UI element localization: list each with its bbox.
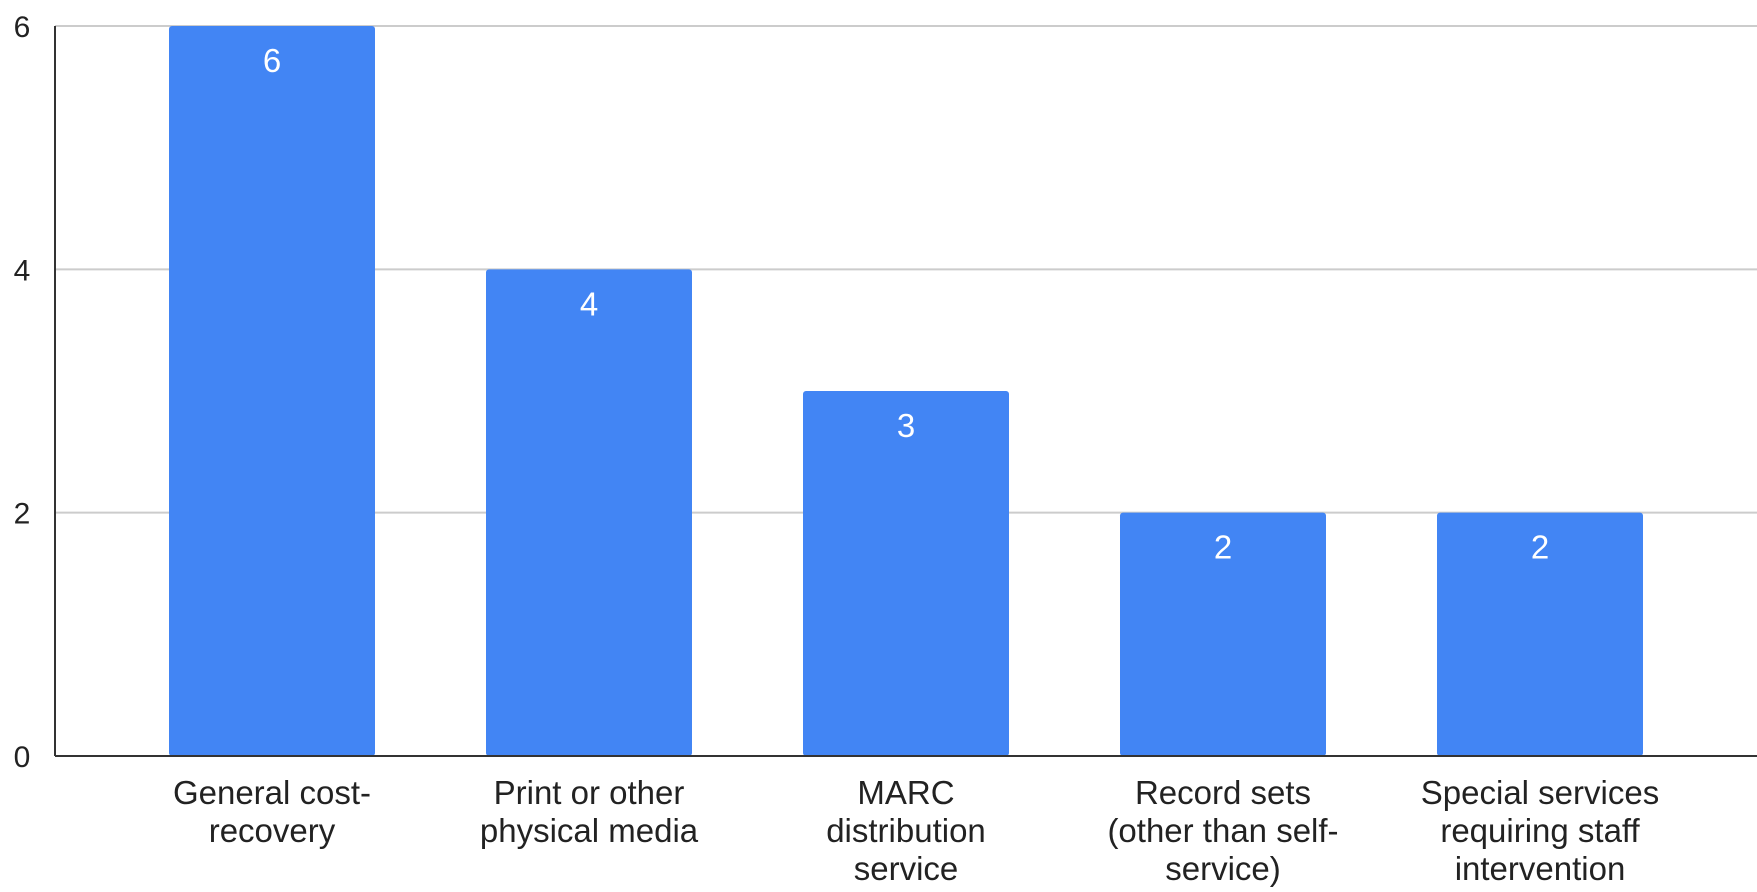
bar — [1437, 512, 1643, 756]
bars — [169, 26, 1643, 756]
data-label: 2 — [1531, 529, 1549, 566]
x-tick-label: MARC distribution service — [826, 774, 986, 887]
x-tick-label: Record sets (other than self-service) — [1107, 774, 1338, 887]
y-tick-label: 2 — [14, 498, 31, 531]
y-tick-label: 6 — [14, 11, 31, 44]
labels: 0 2 4 6 6 General cost-recovery 4 Print or othe… — [14, 11, 1660, 887]
y-tick-label: 4 — [14, 254, 31, 287]
data-label: 6 — [263, 42, 281, 79]
x-tick-label: Special services requiring staff intervent… — [1421, 774, 1659, 887]
x-tick-label: Print or other physical media — [480, 774, 699, 849]
bar — [486, 269, 692, 756]
bar — [1120, 512, 1326, 756]
bar — [803, 391, 1009, 756]
data-label: 4 — [580, 285, 598, 322]
bar — [169, 26, 375, 756]
data-label: 3 — [897, 407, 915, 444]
x-tick-label: General cost-recovery — [173, 774, 371, 849]
axes — [54, 26, 1757, 757]
data-label: 2 — [1214, 529, 1232, 566]
y-tick-label: 0 — [14, 741, 31, 774]
